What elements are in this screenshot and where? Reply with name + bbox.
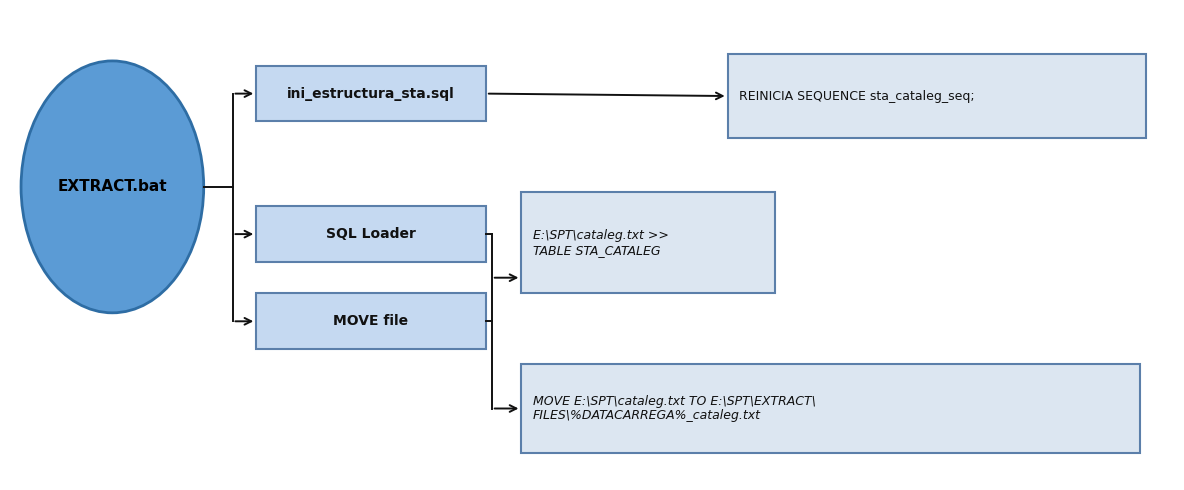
Ellipse shape — [21, 61, 204, 313]
Text: REINICIA SEQUENCE sta_cataleg_seq;: REINICIA SEQUENCE sta_cataleg_seq; — [739, 90, 974, 102]
FancyBboxPatch shape — [521, 364, 1140, 453]
Text: ini_estructura_sta.sql: ini_estructura_sta.sql — [288, 87, 455, 100]
Text: EXTRACT.bat: EXTRACT.bat — [58, 179, 167, 195]
Text: MOVE E:\SPT\cataleg.txt TO E:\SPT\EXTRACT\
FILES\%DATACARREGA%_cataleg.txt: MOVE E:\SPT\cataleg.txt TO E:\SPT\EXTRAC… — [533, 394, 816, 422]
FancyBboxPatch shape — [256, 206, 485, 262]
FancyBboxPatch shape — [256, 66, 485, 122]
FancyBboxPatch shape — [521, 192, 774, 294]
Text: SQL Loader: SQL Loader — [326, 227, 416, 241]
Text: E:\SPT\cataleg.txt >>
TABLE STA_CATALEG: E:\SPT\cataleg.txt >> TABLE STA_CATALEG — [533, 228, 669, 257]
FancyBboxPatch shape — [727, 53, 1146, 138]
FancyBboxPatch shape — [256, 294, 485, 349]
Text: MOVE file: MOVE file — [334, 314, 408, 328]
